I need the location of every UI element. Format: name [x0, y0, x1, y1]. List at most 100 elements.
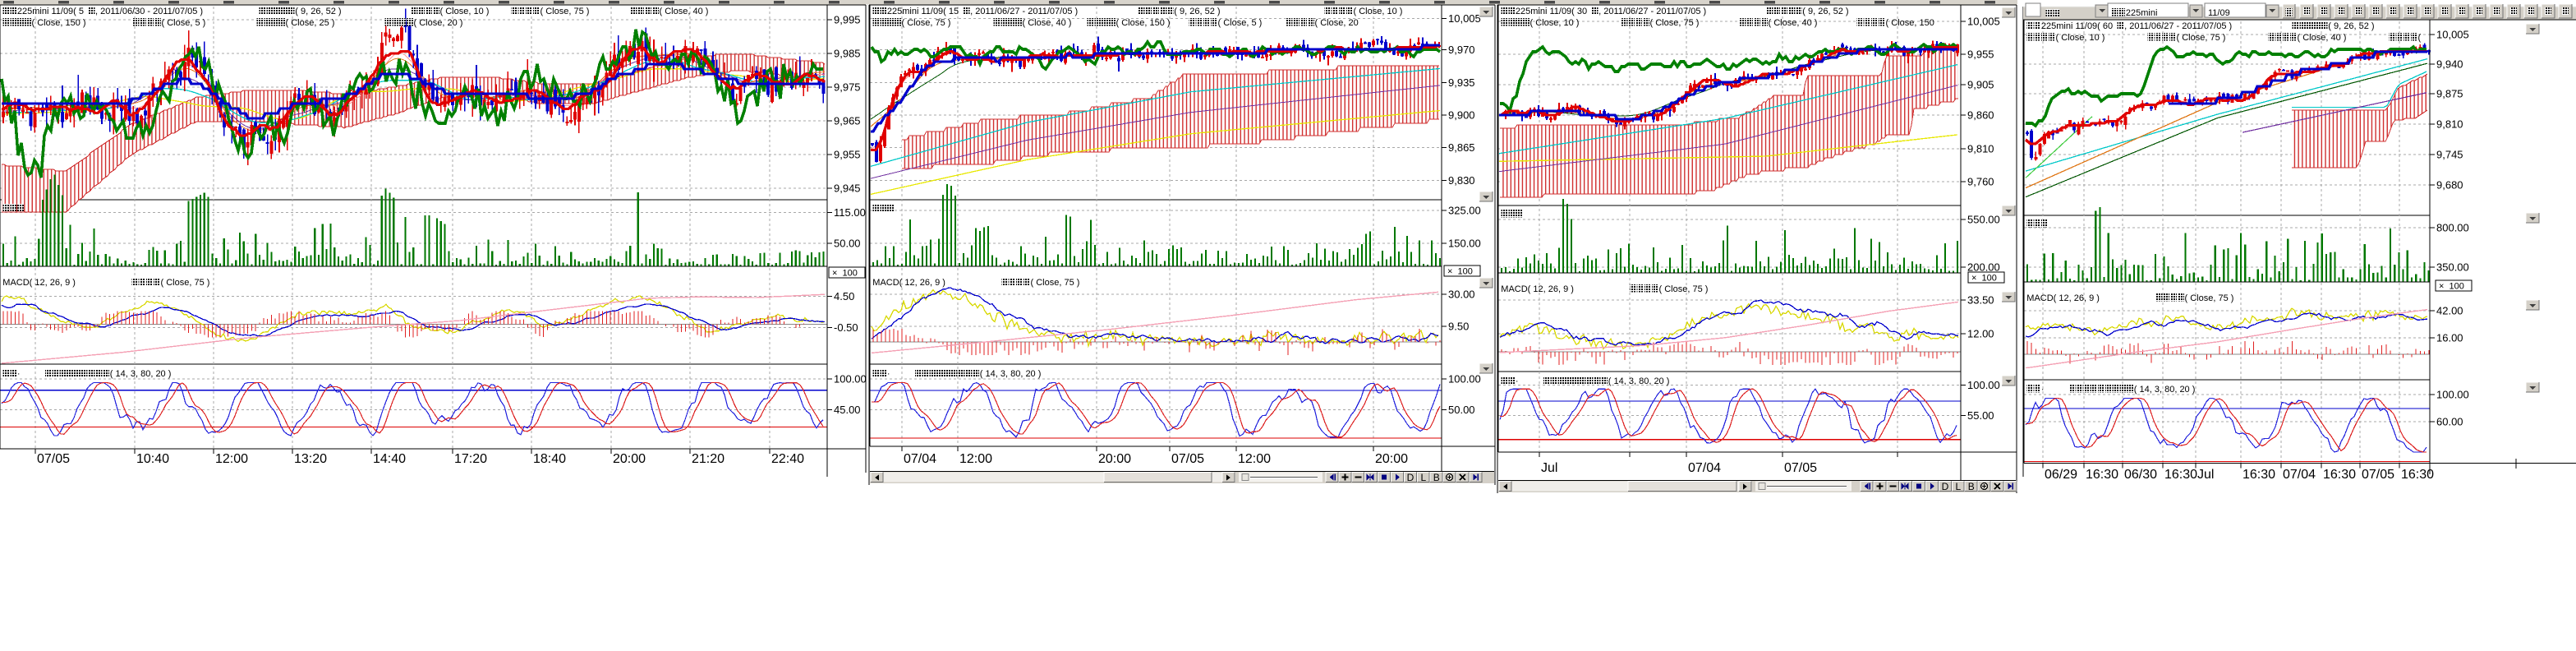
- svg-text:·: ·: [887, 369, 890, 379]
- svg-text:50.00: 50.00: [834, 238, 861, 250]
- svg-text:( Close, 40 ): ( Close, 40 ): [660, 7, 709, 16]
- svg-text:MACD( 12, 26, 9 ): MACD( 12, 26, 9 ): [1501, 284, 1574, 294]
- svg-text:9,680: 9,680: [2436, 179, 2463, 192]
- svg-text:( 14, 3, 80, 20 ): ( 14, 3, 80, 20 ): [1608, 376, 1670, 386]
- svg-text:9,935: 9,935: [1448, 76, 1475, 89]
- svg-text:MACD( 12, 26, 9 ): MACD( 12, 26, 9 ): [2026, 293, 2100, 303]
- svg-text:100.00: 100.00: [1967, 379, 2000, 391]
- svg-text:10,005: 10,005: [1967, 16, 2000, 28]
- svg-text:07/05: 07/05: [37, 452, 70, 466]
- svg-text:225mini 11/09( 60: 225mini 11/09( 60: [2041, 21, 2113, 31]
- svg-text:( Close, 5 ): ( Close, 5 ): [1218, 18, 1263, 28]
- svg-text:( Close, 75 ): ( Close, 75 ): [2185, 293, 2234, 303]
- svg-text:12:00: 12:00: [215, 452, 248, 466]
- svg-text:33.50: 33.50: [1967, 294, 1994, 307]
- svg-text:9,945: 9,945: [834, 182, 861, 195]
- svg-text:9,905: 9,905: [1967, 79, 1994, 91]
- svg-text:115.00: 115.00: [834, 206, 866, 219]
- svg-text:30.00: 30.00: [1448, 289, 1475, 301]
- svg-text:100.00: 100.00: [1448, 373, 1481, 386]
- svg-text:B: B: [1433, 472, 1440, 483]
- svg-text:9,970: 9,970: [1448, 44, 1475, 56]
- svg-text:9,760: 9,760: [1967, 176, 1994, 188]
- svg-text:( Close, 150: ( Close, 150: [1886, 18, 1934, 28]
- svg-text:L: L: [1955, 481, 1961, 492]
- svg-text:50.00: 50.00: [1448, 404, 1475, 416]
- svg-text:9,875: 9,875: [2436, 88, 2463, 100]
- svg-text:( Close, 75 ): ( Close, 75 ): [1659, 284, 1709, 294]
- svg-text:·: ·: [17, 369, 21, 379]
- svg-text:( Close, 75 ): ( Close, 75 ): [540, 7, 590, 16]
- svg-text:55.00: 55.00: [1967, 409, 1994, 422]
- svg-text:9,995: 9,995: [834, 14, 861, 26]
- svg-text:-0.50: -0.50: [834, 321, 858, 334]
- svg-text:16:30: 16:30: [2401, 468, 2434, 482]
- svg-text:9,865: 9,865: [1448, 141, 1475, 154]
- svg-text:( Close, 75 ): ( Close, 75 ): [1650, 18, 1700, 28]
- svg-text:( 14, 3, 80, 20 ): ( 14, 3, 80, 20 ): [2134, 385, 2196, 395]
- svg-text:225mini 11/09( 30: 225mini 11/09( 30: [1516, 7, 1587, 16]
- svg-text:9,860: 9,860: [1967, 109, 1994, 122]
- svg-text:9,955: 9,955: [1967, 48, 1994, 61]
- svg-text:( Close, 40 ): ( Close, 40 ): [1769, 18, 1818, 28]
- svg-text:9,830: 9,830: [1448, 174, 1475, 187]
- svg-text:325.00: 325.00: [1448, 205, 1481, 217]
- svg-text:06/29: 06/29: [2045, 468, 2077, 482]
- svg-text:60.00: 60.00: [2436, 416, 2463, 428]
- svg-text:× 100: × 100: [1447, 267, 1473, 277]
- svg-text:, 2011/06/27 - 2011/07/05 ): , 2011/06/27 - 2011/07/05 ): [1598, 7, 1706, 16]
- svg-text:07/05: 07/05: [1784, 461, 1817, 475]
- svg-text:Jul: Jul: [2197, 468, 2214, 482]
- svg-text:( Close, 20 ): ( Close, 20 ): [414, 18, 463, 28]
- svg-text:20:00: 20:00: [1375, 452, 1408, 466]
- svg-text:( Close, 75 ): ( Close, 75 ): [161, 278, 210, 288]
- svg-text:9,810: 9,810: [2436, 118, 2463, 131]
- svg-text:225mini: 225mini: [2126, 8, 2158, 18]
- svg-text:13:20: 13:20: [294, 452, 327, 466]
- svg-text:10,005: 10,005: [1448, 12, 1481, 25]
- svg-text:( 9, 26, 52 ): ( 9, 26, 52 ): [1174, 7, 1220, 16]
- svg-text:200.00: 200.00: [1967, 261, 2000, 274]
- svg-text:·: ·: [2041, 385, 2045, 395]
- svg-text:·: ·: [1516, 376, 1519, 386]
- svg-text:45.00: 45.00: [834, 404, 861, 416]
- svg-text:9,810: 9,810: [1967, 143, 1994, 155]
- svg-text:07/04: 07/04: [2283, 468, 2316, 482]
- svg-text:16:30: 16:30: [2323, 468, 2356, 482]
- svg-text:( Close, 75 ): ( Close, 75 ): [2177, 33, 2226, 43]
- svg-text:07/05: 07/05: [2362, 468, 2394, 482]
- svg-text:100.00: 100.00: [2436, 389, 2469, 401]
- svg-text:16:30: 16:30: [2242, 468, 2275, 482]
- svg-text:20:00: 20:00: [613, 452, 646, 466]
- svg-text:( Close, 40 ): ( Close, 40 ): [1023, 18, 1072, 28]
- svg-text:( 9, 26, 52 ): ( 9, 26, 52 ): [1802, 7, 1848, 16]
- svg-text:MACD( 12, 26, 9 ): MACD( 12, 26, 9 ): [872, 278, 945, 288]
- svg-text:( Close, 10 ): ( Close, 10 ): [2056, 33, 2105, 43]
- svg-text:17:20: 17:20: [454, 452, 487, 466]
- svg-text:225mini 11/09( 5: 225mini 11/09( 5: [17, 7, 84, 16]
- svg-text:Jul: Jul: [1541, 461, 1557, 475]
- svg-text:20:00: 20:00: [1098, 452, 1131, 466]
- svg-text:( 14, 3, 80, 20 ): ( 14, 3, 80, 20 ): [980, 369, 1042, 379]
- svg-text:21:20: 21:20: [692, 452, 724, 466]
- svg-text:550.00: 550.00: [1967, 214, 2000, 226]
- svg-text:06/30: 06/30: [2124, 468, 2157, 482]
- svg-text:× 100: × 100: [832, 269, 858, 279]
- svg-text:11/09: 11/09: [2208, 8, 2230, 18]
- svg-text:( Close, 10 ): ( Close, 10 ): [1530, 18, 1580, 28]
- svg-text:( Close, 75 ): ( Close, 75 ): [902, 18, 951, 28]
- svg-text:9,965: 9,965: [834, 115, 861, 127]
- svg-text:9.50: 9.50: [1448, 321, 1469, 333]
- svg-text:9,985: 9,985: [834, 48, 861, 60]
- svg-text:42.00: 42.00: [2436, 305, 2463, 317]
- svg-text:L: L: [1420, 472, 1426, 483]
- svg-text:( Close, 150 ): ( Close, 150 ): [1116, 18, 1171, 28]
- svg-text:4.50: 4.50: [834, 290, 854, 302]
- svg-text:16.00: 16.00: [2436, 332, 2463, 344]
- svg-text:14:40: 14:40: [373, 452, 406, 466]
- svg-text:9,955: 9,955: [834, 149, 861, 161]
- svg-text:225mini 11/09( 15: 225mini 11/09( 15: [887, 7, 959, 16]
- svg-text:, 2011/06/30 - 2011/07/05 ): , 2011/06/30 - 2011/07/05 ): [95, 7, 203, 16]
- svg-text:16:30: 16:30: [2164, 468, 2197, 482]
- svg-text:100.00: 100.00: [834, 373, 867, 386]
